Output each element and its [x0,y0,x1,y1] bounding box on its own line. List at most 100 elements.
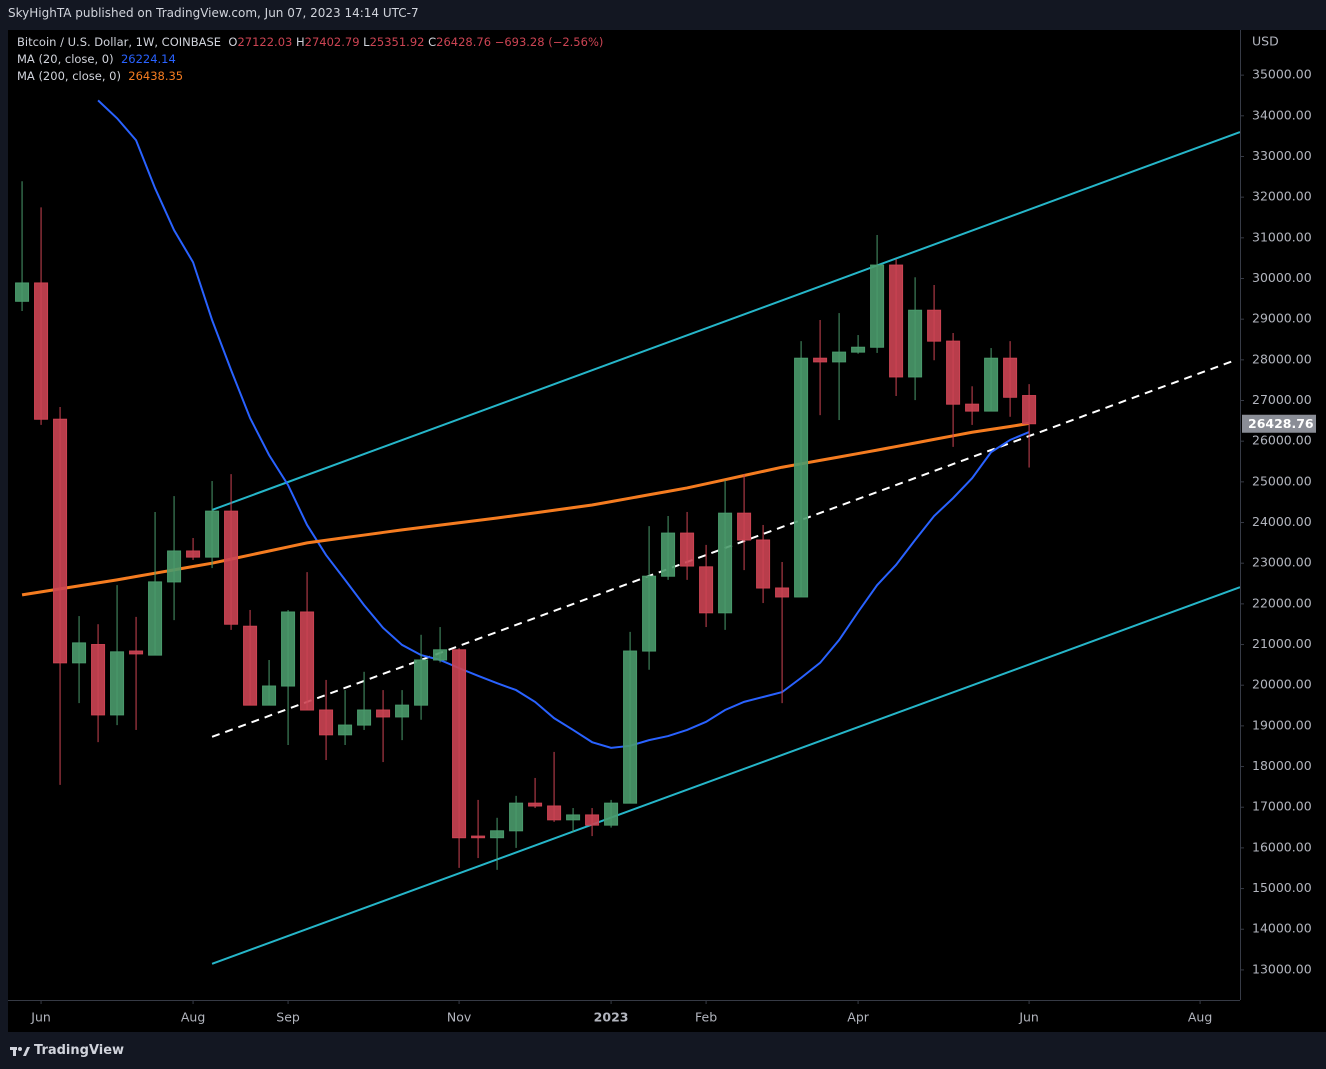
x-tick-label: Jun [1018,1010,1039,1025]
candle-body [680,532,695,567]
y-tick-label: 14000.00 [1252,921,1312,936]
footer: TradingView [10,1043,124,1058]
ma-name: MA (20, close, 0) [17,52,114,66]
candle-body [870,264,885,348]
y-tick-label: 17000.00 [1252,799,1312,814]
candle-body [946,340,961,405]
candle-body [604,802,619,826]
brand: TradingView [34,1043,125,1058]
candle-body [528,802,543,807]
change: −693.28 (−2.56%) [494,35,604,49]
y-tick-label: 31000.00 [1252,229,1312,244]
x-tick-label: Aug [181,1010,205,1025]
x-tick-label: Jun [30,1010,51,1025]
candle-body [319,709,334,736]
trendline [211,131,1241,511]
y-axis-label: USD [1252,34,1279,49]
candle-body [395,704,410,718]
candle-body [129,650,144,655]
candle-body [547,805,562,821]
y-tick-label: 29000.00 [1252,311,1312,326]
candle-body [699,566,714,614]
legend-ma20: MA (20, close, 0) 26224.14 [17,51,603,68]
c-value: 26428.76 [436,35,492,49]
candle-body [452,649,467,839]
candle-body [908,309,923,378]
symbol: Bitcoin / U.S. Dollar, 1W, COINBASE [17,35,222,49]
candle-body [262,685,277,706]
candle-body [224,510,239,625]
y-tick-label: 22000.00 [1252,595,1312,610]
x-tick-label: Apr [847,1010,869,1025]
h-label: H [295,35,305,49]
candle-body [1022,395,1037,425]
y-tick-label: 28000.00 [1252,351,1312,366]
c-label: C [428,35,437,49]
y-tick-label: 24000.00 [1252,514,1312,529]
candle-body [357,709,372,726]
x-tick-label: 2023 [594,1010,629,1025]
candle-body [433,649,448,661]
y-tick-label: 32000.00 [1252,189,1312,204]
candle-body [813,357,828,363]
x-tick-label: Nov [447,1010,472,1025]
x-tick-label: Sep [276,1010,300,1025]
ma-value: 26438.35 [128,69,184,83]
moving-average [21,421,1030,597]
l-value: 25351.92 [369,35,425,49]
y-tick-label: 35000.00 [1252,67,1312,82]
candle-body [414,659,429,706]
last-price-label: 26428.76 [1248,416,1314,431]
legend-main: Bitcoin / U.S. Dollar, 1W, COINBASE O271… [17,34,603,51]
y-tick-label: 16000.00 [1252,839,1312,854]
x-tick-label: Aug [1188,1010,1212,1025]
candle-body [794,357,809,598]
ma-name: MA (200, close, 0) [17,69,121,83]
candle-body [471,835,486,839]
y-tick-label: 34000.00 [1252,107,1312,122]
candle-body [566,814,581,821]
legend: Bitcoin / U.S. Dollar, 1W, COINBASE O271… [17,34,603,85]
candle-body [205,510,220,558]
candle-body [889,264,904,378]
y-tick-label: 30000.00 [1252,270,1312,285]
y-tick-label: 19000.00 [1252,717,1312,732]
l-label: L [363,35,370,49]
candle-body [718,512,733,614]
candle-body [376,709,391,718]
last-price-box [1242,414,1316,433]
x-tick-label: Feb [695,1010,717,1025]
trendline [211,586,1241,965]
y-tick-label: 25000.00 [1252,473,1312,488]
candle-body [737,512,752,541]
candle-body [661,532,676,577]
candle-body [243,625,258,706]
logo [10,1046,30,1056]
candle-body [72,642,87,664]
moving-average [97,99,1030,749]
candle-body [186,550,201,558]
y-tick-label: 21000.00 [1252,636,1312,651]
candle-body [927,309,942,342]
candle-body [775,587,790,598]
candle-body [300,611,315,711]
y-tick-label: 13000.00 [1252,961,1312,976]
candle-body [15,282,30,302]
y-tick-label: 23000.00 [1252,555,1312,570]
candle-body [509,802,524,832]
y-tick-label: 27000.00 [1252,392,1312,407]
candle-body [167,550,182,583]
candle-body [281,611,296,687]
candle-body [623,650,638,804]
y-tick-label: 15000.00 [1252,880,1312,895]
y-tick-label: 18000.00 [1252,758,1312,773]
candle-body [642,575,657,652]
candle-body [965,403,980,412]
candle-body [851,346,866,353]
candle-body [832,351,847,363]
candle-body [148,581,163,656]
candle-body [490,830,505,839]
legend-ma200: MA (200, close, 0) 26438.35 [17,68,603,85]
candle-body [338,724,353,736]
